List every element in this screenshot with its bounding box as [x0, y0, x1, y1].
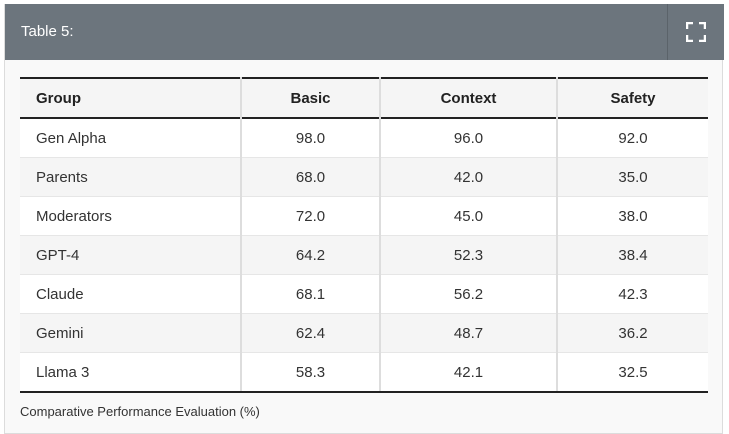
cell-basic: 72.0 — [240, 196, 380, 236]
table-row: Parents 68.0 42.0 35.0 — [20, 157, 708, 197]
table-row: Llama 3 58.3 42.1 32.5 — [20, 352, 708, 393]
cell-group: Claude — [20, 274, 241, 314]
data-table-wrapper: Group Basic Context Safety Gen Alpha 98.… — [20, 77, 708, 393]
cell-group: Parents — [20, 157, 241, 197]
cell-safety: 38.4 — [556, 235, 708, 275]
header-divider — [667, 4, 668, 60]
data-table: Group Basic Context Safety Gen Alpha 98.… — [20, 77, 708, 393]
cell-group: Gemini — [20, 313, 241, 353]
table-row: Claude 68.1 56.2 42.3 — [20, 274, 708, 314]
cell-safety: 42.3 — [556, 274, 708, 314]
cell-basic: 68.0 — [240, 157, 380, 197]
table-caption: Comparative Performance Evaluation (%) — [20, 404, 260, 419]
table-header-row: Group Basic Context Safety — [20, 78, 708, 118]
cell-basic: 64.2 — [240, 235, 380, 275]
expand-button[interactable] — [668, 4, 724, 60]
cell-safety: 32.5 — [556, 352, 708, 393]
cell-context: 48.7 — [379, 313, 557, 353]
cell-safety: 92.0 — [556, 118, 708, 158]
column-header-basic: Basic — [240, 78, 380, 118]
cell-basic: 68.1 — [240, 274, 380, 314]
column-header-group: Group — [36, 89, 81, 107]
table-row: Gen Alpha 98.0 96.0 92.0 — [20, 118, 708, 158]
cell-group: Gen Alpha — [20, 118, 241, 158]
cell-safety: 35.0 — [556, 157, 708, 197]
table-panel: Table 5: Group Basic Context Safety — [4, 4, 724, 434]
table-header-bar: Table 5: — [5, 4, 724, 60]
cell-basic: 98.0 — [240, 118, 380, 158]
cell-context: 56.2 — [379, 274, 557, 314]
table-title: Table 5: — [21, 23, 74, 40]
column-header-safety: Safety — [556, 78, 708, 118]
cell-basic: 62.4 — [240, 313, 380, 353]
cell-safety: 36.2 — [556, 313, 708, 353]
cell-safety: 38.0 — [556, 196, 708, 236]
cell-basic: 58.3 — [240, 352, 380, 393]
cell-group: Llama 3 — [20, 352, 241, 393]
cell-context: 96.0 — [379, 118, 557, 158]
cell-group: GPT-4 — [20, 235, 241, 275]
cell-context: 42.0 — [379, 157, 557, 197]
cell-context: 45.0 — [379, 196, 557, 236]
cell-group: Moderators — [20, 196, 241, 236]
table-row: GPT-4 64.2 52.3 38.4 — [20, 235, 708, 275]
column-header-context: Context — [379, 78, 557, 118]
cell-context: 52.3 — [379, 235, 557, 275]
cell-context: 42.1 — [379, 352, 557, 393]
table-row: Moderators 72.0 45.0 38.0 — [20, 196, 708, 236]
table-row: Gemini 62.4 48.7 36.2 — [20, 313, 708, 353]
expand-icon — [686, 22, 706, 42]
